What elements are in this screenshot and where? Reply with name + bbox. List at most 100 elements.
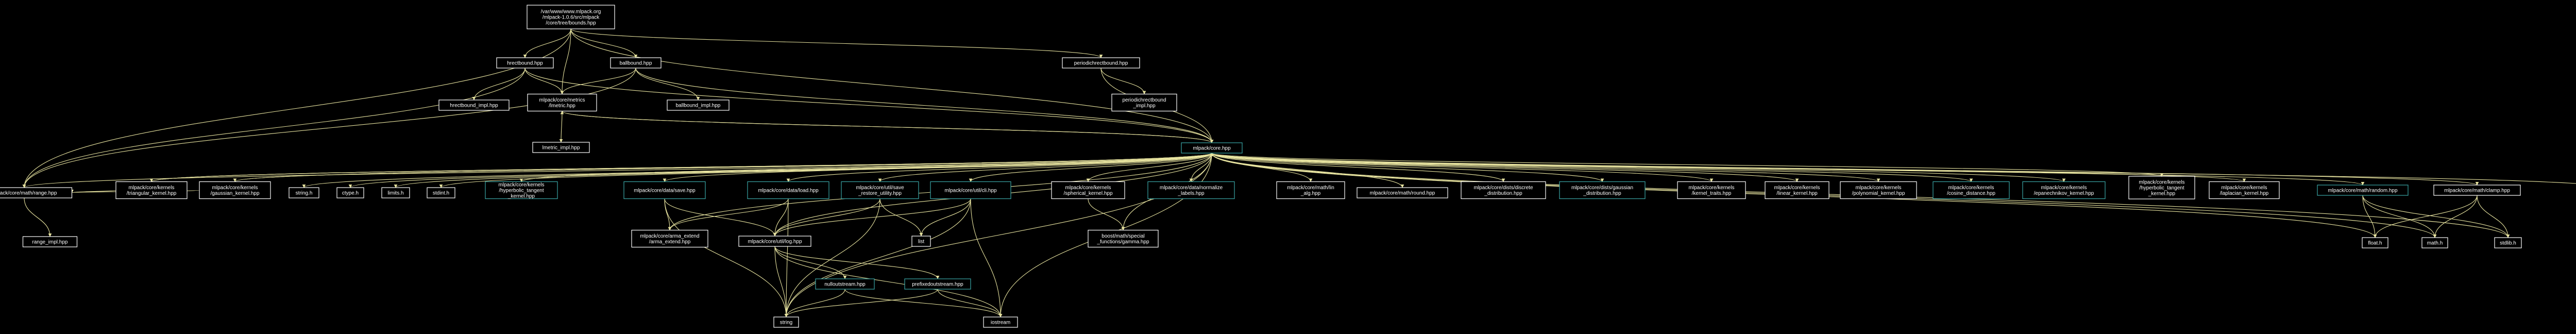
- graph-node-label: mlpack/core/arma_extend: [640, 233, 699, 239]
- graph-node-hrectbound[interactable]: hrectbound.hpp: [496, 57, 554, 69]
- dependency-edge: [1086, 153, 1212, 182]
- graph-node-label: /arma_extend.hpp: [649, 239, 691, 245]
- graph-node-label: float.h: [2368, 241, 2382, 246]
- dependency-edge: [773, 198, 880, 237]
- graph-node-load[interactable]: mlpack/core/data/load.hpp: [747, 181, 829, 199]
- graph-node-cosine[interactable]: mlpack/core/kernels/cosine_distance.hpp: [1933, 181, 2010, 199]
- dependency-edge: [24, 197, 52, 237]
- graph-node-gaussian[interactable]: mlpack/core/kernels/gaussian_kernel.hpp: [199, 181, 271, 199]
- graph-node-stdlib[interactable]: stdlib.h: [2494, 237, 2522, 248]
- graph-node-periodic_impl[interactable]: periodichrectbound_impl.hpp: [1111, 93, 1177, 112]
- graph-node-box: [1051, 181, 1125, 199]
- dependency-edge: [1088, 198, 1125, 231]
- graph-node-log[interactable]: mlpack/core/util/log.hpp: [738, 236, 811, 247]
- dependency-edge: [23, 153, 1212, 188]
- graph-node-ctype[interactable]: ctype.h: [336, 187, 364, 198]
- dependency-edge: [784, 289, 845, 318]
- dependency-edge: [919, 198, 971, 237]
- dependency-edge: [2362, 195, 2510, 238]
- graph-node-boost_gamma[interactable]: boost/math/special_functions/gamma.hpp: [1088, 229, 1159, 248]
- graph-node-box: [738, 236, 811, 247]
- graph-node-label: periodichrectbound.hpp: [1074, 61, 1128, 66]
- graph-node-lin_alg[interactable]: mlpack/core/math/lin_alg.hpp: [1276, 181, 1345, 199]
- graph-node-spherical[interactable]: mlpack/core/kernels/spherical_kernel.hpp: [1051, 181, 1125, 199]
- graph-node-prefixedout[interactable]: prefixedoutstream.hpp: [904, 278, 971, 290]
- graph-node-box: [2022, 181, 2106, 199]
- graph-node-box: [623, 181, 706, 199]
- graph-node-gauss_dist[interactable]: mlpack/core/dists/gaussian_distribution.…: [1559, 181, 1646, 199]
- dependency-edge: [664, 198, 788, 318]
- graph-node-linear[interactable]: mlpack/core/kernels/linear_kernel.hpp: [1765, 181, 1829, 199]
- graph-node-epanechnikov[interactable]: mlpack/core/kernels/epanechnikov_kernel.…: [2022, 181, 2106, 199]
- dependency-edge: [570, 28, 1103, 58]
- graph-node-lmetric[interactable]: mlpack/core/metrics/lmetric.hpp: [527, 93, 597, 112]
- graph-node-clamp[interactable]: mlpack/core/math/clamp.hpp: [2433, 185, 2521, 196]
- graph-node-save_restore[interactable]: mlpack/core/util/save_restore_utility.hp…: [841, 181, 919, 199]
- dependency-edge: [2477, 195, 2510, 238]
- dependency-edge: [784, 198, 789, 318]
- graph-node-limits[interactable]: limits.h: [381, 187, 410, 198]
- graph-node-box: [2421, 237, 2448, 248]
- graph-node-box: [496, 57, 554, 69]
- graph-node-polynomial[interactable]: mlpack/core/kernels/polynomial_kernel.hp…: [1840, 181, 1917, 199]
- graph-node-label: mlpack/core/kernels: [499, 182, 545, 188]
- graph-node-discrete[interactable]: mlpack/core/dists/discrete_distribution.…: [1461, 181, 1546, 199]
- graph-node-core[interactable]: mlpack/core.hpp: [1181, 142, 1243, 154]
- graph-node-box: [1062, 57, 1140, 69]
- graph-node-label: string.h: [296, 191, 313, 196]
- dependency-edge: [524, 68, 564, 95]
- graph-node-save[interactable]: mlpack/core/data/save.hpp: [623, 181, 706, 199]
- dependency-edge: [560, 68, 636, 95]
- graph-node-label: mlpack/core/data/normalize: [1160, 185, 1223, 191]
- graph-node-stringh[interactable]: string.h: [289, 187, 319, 198]
- dependency-edge: [559, 111, 563, 143]
- graph-node-nulloutstream[interactable]: nulloutstream.hpp: [815, 278, 875, 290]
- dependency-edge: [1211, 153, 1714, 182]
- graph-node-label: nulloutstream.hpp: [824, 282, 866, 288]
- graph-node-round[interactable]: mlpack/core/math/round.hpp: [1357, 187, 1448, 198]
- graph-node-mathh[interactable]: math.h: [2421, 237, 2448, 248]
- graph-node-box: [667, 99, 730, 111]
- dependency-edge: [1211, 153, 2479, 186]
- graph-node-periodichrect[interactable]: periodichrectbound.hpp: [1062, 57, 1140, 69]
- dependency-edge: [774, 246, 788, 318]
- graph-node-label: /spherical_kernel.hpp: [1063, 191, 1112, 196]
- graph-node-laplacian[interactable]: mlpack/core/kernels/laplacian_kernel.hpp: [2209, 181, 2280, 199]
- graph-node-lmetric_impl[interactable]: lmetric_impl.hpp: [532, 142, 590, 153]
- graph-node-root[interactable]: /var/www/www.mlpack.org/mlpack-1.0.6/src…: [527, 5, 615, 29]
- graph-node-label: /polynomial_kernel.hpp: [1852, 191, 1905, 196]
- graph-node-kernel_traits[interactable]: mlpack/core/kernels/kernel_traits.hpp: [1677, 181, 1746, 199]
- graph-node-box: [438, 99, 510, 111]
- graph-node-list[interactable]: list: [911, 236, 931, 247]
- dependency-edge: [523, 28, 571, 58]
- graph-node-stringlib[interactable]: string: [773, 316, 799, 328]
- dependency-edge: [1211, 153, 1604, 182]
- graph-node-box: [904, 278, 971, 290]
- dependency-edge: [1211, 153, 1880, 182]
- graph-node-hyperbolic[interactable]: mlpack/core/kernels/hyperbolic_tangent_k…: [485, 181, 558, 199]
- graph-node-range[interactable]: mlpack/core/math/range.hpp: [0, 187, 73, 198]
- graph-node-hyperbolic2[interactable]: mlpack/core/kernels/hyperbolic_tangent_k…: [2128, 176, 2195, 199]
- graph-node-random[interactable]: mlpack/core/math/random.hpp: [2317, 185, 2409, 196]
- graph-node-normalize[interactable]: mlpack/core/data/normalize_labels.hpp: [1147, 181, 1235, 199]
- graph-node-label: periodichrectbound: [1122, 97, 1166, 103]
- graph-node-box: [747, 181, 829, 199]
- dependency-edge: [635, 68, 1214, 143]
- graph-node-ballbound_impl[interactable]: ballbound_impl.hpp: [667, 99, 730, 111]
- graph-node-arma_extend[interactable]: mlpack/core/arma_extend/arma_extend.hpp: [631, 229, 708, 248]
- graph-node-ballbound[interactable]: ballbound.hpp: [610, 57, 662, 69]
- dependency-edge: [786, 153, 1212, 182]
- graph-node-iostream[interactable]: iostream: [983, 316, 1018, 328]
- graph-node-hrectbound_impl[interactable]: hrectbound_impl.hpp: [438, 99, 510, 111]
- graph-node-label: list: [918, 239, 924, 245]
- graph-node-cli[interactable]: mlpack/core/util/cli.hpp: [930, 181, 1011, 199]
- graph-node-range_impl[interactable]: range_impl.hpp: [22, 236, 78, 247]
- graph-node-box: [983, 316, 1018, 328]
- graph-node-stdint[interactable]: stdint.h: [427, 187, 455, 198]
- graph-node-label: _impl.hpp: [1132, 103, 1156, 109]
- graph-node-label: mlpack/core/kernels: [212, 185, 258, 191]
- graph-node-floath[interactable]: float.h: [2362, 237, 2388, 248]
- graph-node-triangular[interactable]: mlpack/core/kernels/triangular_kernel.hp…: [115, 181, 188, 199]
- graph-node-label: /cosine_distance.hpp: [1947, 191, 1995, 196]
